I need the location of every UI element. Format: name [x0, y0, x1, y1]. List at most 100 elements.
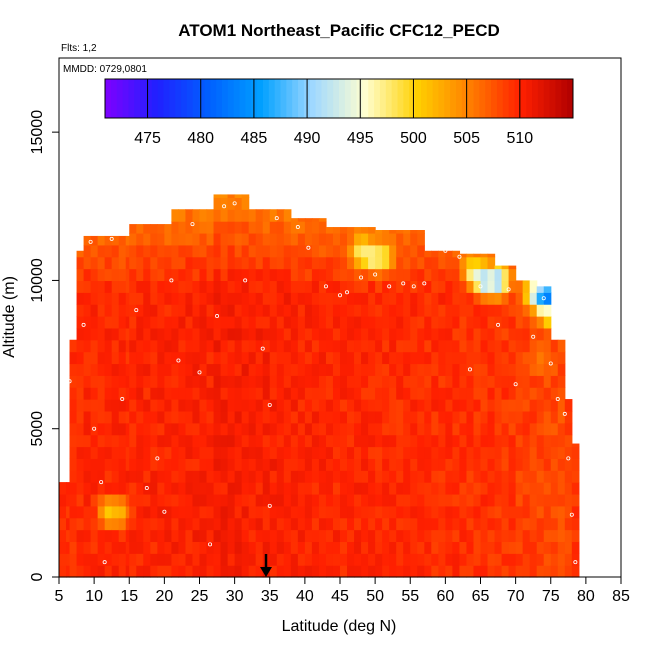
- heatmap-cell: [501, 327, 510, 341]
- heatmap-cell: [248, 565, 257, 578]
- heatmap-cell: [283, 482, 292, 495]
- heatmap-cell: [76, 482, 85, 495]
- heatmap-cell: [375, 304, 383, 317]
- heatmap-cell: [571, 505, 580, 519]
- heatmap-cell: [543, 458, 552, 471]
- heatmap-cell: [83, 339, 92, 353]
- heatmap-cell: [269, 221, 278, 234]
- heatmap-cell: [494, 553, 503, 566]
- heatmap-cell: [213, 446, 222, 459]
- heatmap-cell: [332, 268, 341, 282]
- heatmap-cell: [164, 493, 173, 507]
- heatmap-cell: [508, 292, 517, 305]
- heatmap-cell: [332, 529, 341, 543]
- heatmap-cell: [332, 375, 341, 388]
- heatmap-cell: [340, 363, 348, 376]
- heatmap-cell: [431, 327, 439, 341]
- heatmap-cell: [199, 256, 208, 270]
- sample-point: [359, 275, 364, 280]
- heatmap-cell: [564, 541, 573, 554]
- heatmap-cell: [487, 529, 496, 543]
- heatmap-cell: [396, 230, 404, 234]
- heatmap-cell: [248, 292, 257, 305]
- heatmap-cell: [445, 327, 453, 341]
- heatmap-cell: [125, 292, 130, 305]
- heatmap-cell: [290, 399, 299, 412]
- heatmap-cell: [129, 565, 137, 578]
- heatmap-cell: [283, 244, 292, 258]
- heatmap-cell: [361, 375, 369, 388]
- heatmap-cell: [206, 541, 215, 554]
- heatmap-cell: [410, 387, 418, 400]
- heatmap-cell: [304, 221, 313, 234]
- heatmap-cell: [382, 387, 390, 400]
- heatmap-cell: [206, 256, 215, 270]
- heatmap-cell: [255, 304, 264, 317]
- heatmap-cell: [290, 517, 299, 531]
- heatmap-cell: [550, 541, 559, 554]
- heatmap-cell: [410, 458, 418, 471]
- heatmap-cell: [76, 375, 85, 388]
- heatmap-cell: [529, 280, 538, 293]
- heatmap-cell: [410, 565, 418, 578]
- heatmap-cell: [90, 268, 99, 282]
- colorbar-tick-label: 500: [400, 130, 427, 147]
- heatmap-cell: [445, 553, 453, 566]
- heatmap-cell: [255, 410, 264, 424]
- heatmap-cell: [536, 316, 545, 329]
- heatmap-cell: [529, 541, 538, 554]
- heatmap-cell: [248, 232, 257, 246]
- heatmap-cell: [136, 256, 144, 270]
- heatmap-cell: [431, 482, 439, 495]
- heatmap-cell: [431, 316, 439, 329]
- heatmap-cell: [290, 410, 299, 424]
- heatmap-cell: [297, 458, 306, 471]
- heatmap-cell: [262, 268, 271, 282]
- heatmap-cell: [311, 422, 320, 436]
- heatmap-cell: [143, 244, 151, 258]
- heatmap-cell: [276, 387, 285, 400]
- heatmap-cell: [248, 529, 257, 543]
- heatmap-cell: [564, 505, 573, 519]
- heatmap-cell: [118, 363, 127, 376]
- colorbar-swatch: [526, 79, 533, 118]
- sample-point: [169, 278, 174, 283]
- heatmap-cell: [515, 482, 524, 495]
- heatmap-cell: [452, 387, 461, 400]
- heatmap-cell: [199, 458, 208, 471]
- heatmap-cell: [417, 304, 425, 317]
- heatmap-cell: [550, 410, 559, 424]
- heatmap-cell: [382, 316, 390, 329]
- heatmap-cell: [354, 446, 362, 459]
- sample-point: [555, 397, 560, 402]
- heatmap-cell: [417, 505, 425, 519]
- heatmap-cell: [473, 541, 482, 554]
- heatmap-cell: [417, 446, 425, 459]
- heatmap-cell: [157, 268, 165, 282]
- heatmap-cell: [473, 517, 482, 531]
- heatmap-cell: [283, 399, 292, 412]
- heatmap-cell: [248, 470, 257, 483]
- heatmap-cell: [248, 256, 257, 270]
- heatmap-cell: [234, 268, 243, 282]
- heatmap-cell: [220, 517, 229, 531]
- heatmap-cell: [269, 268, 278, 282]
- heatmap-cell: [473, 399, 482, 412]
- heatmap-cell: [424, 304, 432, 317]
- heatmap-cell: [248, 541, 257, 554]
- colorbar-swatch: [327, 79, 334, 118]
- heatmap-cell: [164, 529, 173, 543]
- heatmap-cell: [536, 529, 545, 543]
- heatmap-cell: [375, 458, 383, 471]
- heatmap-cell: [262, 517, 271, 531]
- heatmap-cell: [255, 493, 264, 507]
- heatmap-cell: [90, 458, 99, 471]
- heatmap-cell: [136, 482, 144, 495]
- heatmap-cell: [438, 446, 446, 459]
- heatmap-cell: [473, 505, 482, 519]
- heatmap-cell: [361, 517, 369, 531]
- heatmap-cell: [104, 304, 113, 317]
- heatmap-cell: [283, 351, 292, 365]
- heatmap-cell: [248, 351, 257, 365]
- heatmap-cell: [118, 268, 127, 282]
